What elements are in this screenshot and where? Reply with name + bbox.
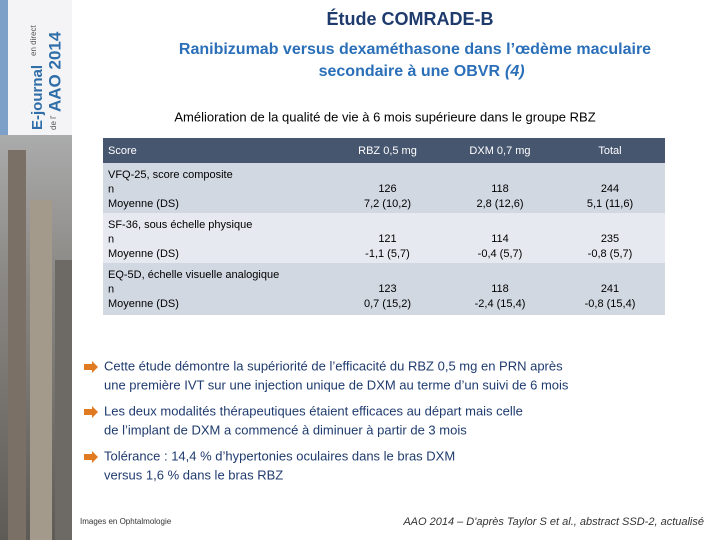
bullet-text: Tolérance : 14,4 % d’hypertonies oculair… [104, 448, 455, 463]
cell: -0,8 (5,7) [588, 248, 633, 260]
cell: 5,1 (11,6) [587, 198, 633, 210]
column-header: Total [598, 145, 621, 157]
building [30, 200, 52, 540]
building [55, 260, 72, 540]
table-row [103, 163, 665, 213]
row-label: n [108, 233, 114, 245]
sidebar-text: AAO 2014 [45, 31, 64, 112]
sidebar-text: E-journal [29, 65, 46, 130]
table-row [103, 263, 665, 315]
row-label: EQ-5D, échelle visuelle analogique [108, 269, 279, 281]
bullet-text: Cette étude démontre la supériorité de l… [104, 358, 563, 373]
cell: -1,1 (5,7) [365, 248, 410, 260]
cell: 126 [378, 183, 396, 195]
sidebar-accent [0, 0, 8, 135]
bullet-text: Les deux modalités thérapeutiques étaien… [104, 403, 523, 418]
subtitle-ref: (4) [505, 63, 525, 80]
sidebar-panel [0, 0, 72, 135]
footer-right: AAO 2014 – D'après Taylor S et al., abst… [402, 516, 704, 528]
title: Étude COMRADE-B [327, 8, 494, 29]
row-label: Moyenne (DS) [108, 198, 179, 210]
bullet-text: de l’implant de DXM a commencé à diminue… [104, 422, 467, 437]
row-label: Moyenne (DS) [108, 298, 179, 310]
bullet-arrow [84, 361, 98, 373]
cell: 244 [601, 183, 619, 195]
bullet-arrow [84, 406, 98, 418]
column-header: RBZ 0,5 mg [358, 145, 417, 157]
bullet-arrow [84, 451, 98, 463]
cell: 121 [378, 233, 396, 245]
building [8, 150, 26, 540]
cell: 114 [491, 233, 509, 245]
row-label: VFQ-25, score composite [108, 169, 233, 181]
cell: 118 [491, 183, 509, 195]
cell: 2,8 (12,6) [476, 198, 523, 210]
column-header: Score [108, 145, 137, 157]
cell: 0,7 (15,2) [364, 298, 411, 310]
column-header: DXM 0,7 mg [469, 145, 530, 157]
cell: -2,4 (15,4) [475, 298, 526, 310]
sidebar-text: en direct [29, 25, 38, 56]
cell: 235 [601, 233, 619, 245]
row-label: Moyenne (DS) [108, 248, 179, 260]
cell: 241 [601, 283, 619, 295]
subtitle: secondaire à une OBVR [319, 63, 501, 80]
cell: 7,2 (10,2) [364, 198, 411, 210]
cell: -0,8 (15,4) [585, 298, 636, 310]
subtitle: Ranibizumab versus dexaméthasone dans l’… [179, 41, 651, 58]
footer-left: Images en Ophtalmologie [80, 517, 172, 526]
row-label: n [108, 283, 114, 295]
bullet-text: versus 1,6 % dans le bras RBZ [104, 467, 283, 482]
cell: 123 [378, 283, 396, 295]
bullets: Cette étude démontre la supériorité de l… [84, 358, 569, 482]
row-label: n [108, 183, 114, 195]
lead-text: Amélioration de la qualité de vie à 6 mo… [174, 109, 595, 124]
cell: 118 [491, 283, 509, 295]
header-row [103, 138, 665, 163]
row-label: SF-36, sous échelle physique [108, 219, 252, 231]
table: Score RBZ 0,5 mg DXM 0,7 mg Total VFQ-25, sc… [103, 138, 665, 315]
sidebar-text: de l’ [49, 115, 58, 130]
table-row [103, 213, 665, 263]
bullet-text: une première IVT sur une injection uniqu… [104, 377, 569, 392]
cell: -0,4 (5,7) [478, 248, 523, 260]
